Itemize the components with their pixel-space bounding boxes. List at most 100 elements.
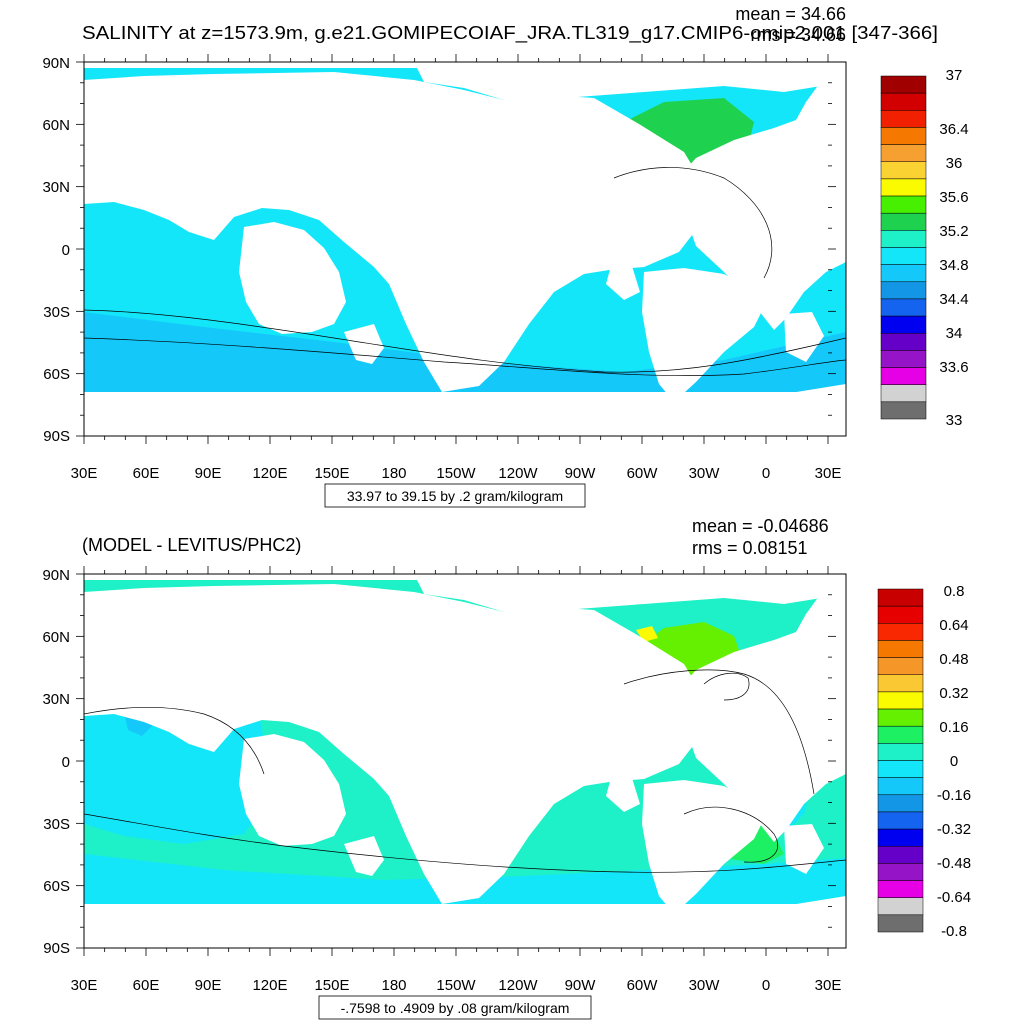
top-contour-3 bbox=[613, 167, 773, 279]
lat-label: 30N bbox=[42, 179, 70, 196]
lon-label: 120W bbox=[498, 977, 538, 994]
colorbar-swatch bbox=[877, 743, 924, 761]
colorbar-label: 0.16 bbox=[939, 719, 968, 736]
lon-label: 150E bbox=[314, 465, 349, 482]
colorbar-swatch bbox=[880, 281, 927, 300]
lon-label: 60W bbox=[627, 465, 659, 482]
top-lat-labels: 90N 60N 30N 0 30S 60S 90S bbox=[42, 55, 70, 445]
lon-label: 90W bbox=[565, 465, 597, 482]
lon-label: 0 bbox=[762, 977, 770, 994]
bottom-ticks bbox=[76, 566, 836, 956]
lon-label: 30W bbox=[689, 977, 721, 994]
bottom-range-label: -.7598 to .4909 by .08 gram/kilogram bbox=[341, 1000, 570, 1016]
colorbar-swatch bbox=[880, 195, 927, 214]
bottom-contour-4 bbox=[683, 806, 779, 863]
colorbar-swatch bbox=[880, 230, 927, 248]
bottom-panel: (MODEL - LEVITUS/PHC2) mean = -0.04686 r… bbox=[42, 516, 971, 1020]
bottom-title: (MODEL - LEVITUS/PHC2) bbox=[82, 535, 301, 555]
lat-label: 90S bbox=[43, 428, 70, 445]
colorbar-label: 34.4 bbox=[939, 291, 968, 308]
lon-label: 30E bbox=[71, 977, 98, 994]
lon-label: 30E bbox=[815, 977, 842, 994]
colorbar-swatch bbox=[877, 760, 924, 778]
colorbar-swatch bbox=[877, 640, 924, 658]
lat-label: 30N bbox=[42, 691, 70, 708]
colorbar-swatch bbox=[880, 127, 927, 145]
top-contour-2 bbox=[84, 337, 846, 376]
colorbar-swatch bbox=[880, 298, 927, 317]
colorbar-swatch bbox=[880, 75, 927, 94]
lat-label: 60N bbox=[42, 117, 70, 134]
colorbar-swatch bbox=[877, 657, 924, 675]
bottom-contour-5 bbox=[703, 672, 750, 701]
colorbar-swatch bbox=[880, 333, 927, 351]
colorbar-label: 0.48 bbox=[939, 651, 968, 668]
lon-label: 150W bbox=[436, 977, 476, 994]
colorbar-label: 36.4 bbox=[939, 121, 968, 138]
lon-label: 150W bbox=[436, 465, 476, 482]
colorbar-label: -0.48 bbox=[937, 855, 971, 872]
top-range-label: 33.97 to 39.15 by .2 gram/kilogram bbox=[347, 488, 563, 504]
colorbar-label: -0.64 bbox=[937, 889, 971, 906]
colorbar-swatch bbox=[880, 264, 927, 283]
colorbar-swatch bbox=[877, 846, 924, 864]
colorbar-label: -0.16 bbox=[937, 787, 971, 804]
lon-label: 60W bbox=[627, 977, 659, 994]
lat-label: 60N bbox=[42, 629, 70, 646]
lon-label: 120W bbox=[498, 465, 538, 482]
bottom-contour-2 bbox=[84, 706, 265, 775]
top-map bbox=[84, 62, 846, 436]
lon-label: 0 bbox=[762, 465, 770, 482]
bottom-lon-labels: 30E 60E 90E 120E 150E 180 150W 120W 90W … bbox=[71, 977, 842, 994]
colorbar-label: 33 bbox=[946, 412, 963, 429]
lon-label: 90E bbox=[195, 977, 222, 994]
lat-label: 0 bbox=[62, 754, 70, 771]
colorbar-swatch bbox=[880, 212, 927, 231]
bottom-map bbox=[84, 574, 846, 948]
lon-label: 90W bbox=[565, 977, 597, 994]
colorbar-swatch bbox=[877, 605, 924, 624]
colorbar-label: 0.32 bbox=[939, 685, 968, 702]
colorbar-swatch bbox=[880, 110, 927, 128]
colorbar-swatch bbox=[877, 708, 924, 727]
colorbar-swatch bbox=[880, 178, 927, 197]
top-range-box bbox=[324, 483, 586, 508]
colorbar-label: 0.64 bbox=[939, 617, 968, 634]
bottom-contour-3 bbox=[623, 669, 815, 795]
colorbar-swatch bbox=[880, 161, 927, 180]
colorbar-label: 35.2 bbox=[939, 223, 968, 240]
lon-label: 150E bbox=[314, 977, 349, 994]
colorbar-swatch bbox=[877, 914, 924, 933]
bottom-colorbar bbox=[877, 588, 924, 933]
colorbar-swatch bbox=[877, 725, 924, 744]
lon-label: 180 bbox=[381, 465, 406, 482]
lon-label: 120E bbox=[252, 977, 287, 994]
colorbar-swatch bbox=[880, 144, 927, 163]
colorbar-swatch bbox=[877, 691, 924, 710]
colorbar-swatch bbox=[877, 777, 924, 796]
colorbar-swatch bbox=[880, 401, 927, 420]
lat-label: 30S bbox=[43, 304, 70, 321]
colorbar-swatch bbox=[880, 92, 927, 111]
lon-label: 30E bbox=[71, 465, 98, 482]
top-mean-label: mean = 34.66 bbox=[735, 4, 846, 24]
top-colorbar bbox=[880, 75, 927, 420]
colorbar-swatch bbox=[877, 828, 924, 847]
lon-label: 60E bbox=[133, 465, 160, 482]
colorbar-label: 34 bbox=[946, 325, 963, 342]
bottom-lat-labels: 90N 60N 30N 0 30S 60S 90S bbox=[42, 567, 70, 957]
lon-label: 30W bbox=[689, 465, 721, 482]
top-lon-labels: 30E 60E 90E 120E 150E 180 150W 120W 90W … bbox=[71, 465, 842, 482]
colorbar-swatch bbox=[877, 811, 924, 830]
colorbar-swatch bbox=[880, 350, 927, 368]
lon-label: 30E bbox=[815, 465, 842, 482]
colorbar-swatch bbox=[880, 384, 927, 403]
colorbar-label: 37 bbox=[946, 67, 963, 84]
lon-label: 180 bbox=[381, 977, 406, 994]
bottom-rms-label: rms = 0.08151 bbox=[692, 538, 808, 558]
bottom-contour-1 bbox=[84, 813, 846, 873]
top-contour-1 bbox=[84, 309, 846, 373]
colorbar-label: 33.6 bbox=[939, 359, 968, 376]
colorbar-swatch bbox=[877, 880, 924, 898]
colorbar-label: 34.8 bbox=[939, 257, 968, 274]
